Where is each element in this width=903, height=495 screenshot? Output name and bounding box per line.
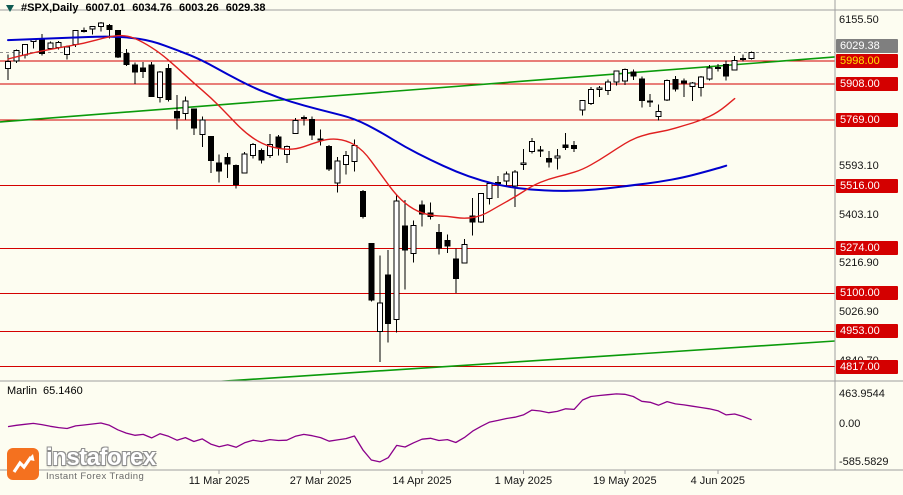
indicator-name: Marlin <box>7 385 37 397</box>
chart-header: #SPX,Daily 6007.01 6034.76 6003.26 6029.… <box>6 2 266 14</box>
price-axis-label: 5216.90 <box>839 257 879 270</box>
indicator-axis-label: 0.00 <box>839 418 861 430</box>
time-axis-label: 27 Mar 2025 <box>289 475 352 487</box>
time-axis-label: 14 Apr 2025 <box>392 475 452 487</box>
symbol-period-label: #SPX,Daily <box>21 2 79 14</box>
price-level-label: 4953.00 <box>836 324 898 339</box>
price-level-label: 5769.00 <box>836 113 898 128</box>
instaforex-logo-icon <box>7 448 39 480</box>
indicator-axis-label: 463.9544 <box>839 387 885 400</box>
price-level-label: 5274.00 <box>836 241 898 256</box>
indicator-header: Marlin 65.1460 <box>7 385 83 397</box>
watermark: instaforex Instant Forex Trading <box>6 446 156 482</box>
price-level-label: 4817.00 <box>836 359 898 374</box>
ohlc-low: 6003.26 <box>179 2 219 14</box>
watermark-subtitle: Instant Forex Trading <box>46 471 145 482</box>
watermark-brand: instaforex <box>46 444 156 471</box>
current-price-label: 6029.38 <box>836 38 898 53</box>
ohlc-close: 6029.38 <box>225 2 266 14</box>
price-level-label: 5998.00 <box>836 53 898 68</box>
price-axis-label: 5403.10 <box>839 208 879 221</box>
time-axis-label: 1 May 2025 <box>494 475 553 487</box>
time-axis-label: 11 Mar 2025 <box>188 475 250 487</box>
indicator-axis-label: -585.5829 <box>839 455 889 468</box>
ohlc-high: 6034.76 <box>132 2 173 14</box>
chart-marker-icon <box>6 4 14 12</box>
price-axis-label: 5026.90 <box>839 306 879 319</box>
time-axis-label: 19 May 2025 <box>592 475 657 487</box>
price-axis-label: 5593.10 <box>839 159 879 172</box>
price-level-label: 5100.00 <box>836 286 898 301</box>
price-level-label: 5516.00 <box>836 178 898 193</box>
time-axis-label: 4 Jun 2025 <box>690 475 746 487</box>
ohlc-open: 6007.01 <box>85 2 126 14</box>
price-level-label: 5908.00 <box>836 77 898 92</box>
price-axis-label: 6155.50 <box>839 14 879 26</box>
indicator-value: 65.1460 <box>42 385 83 397</box>
